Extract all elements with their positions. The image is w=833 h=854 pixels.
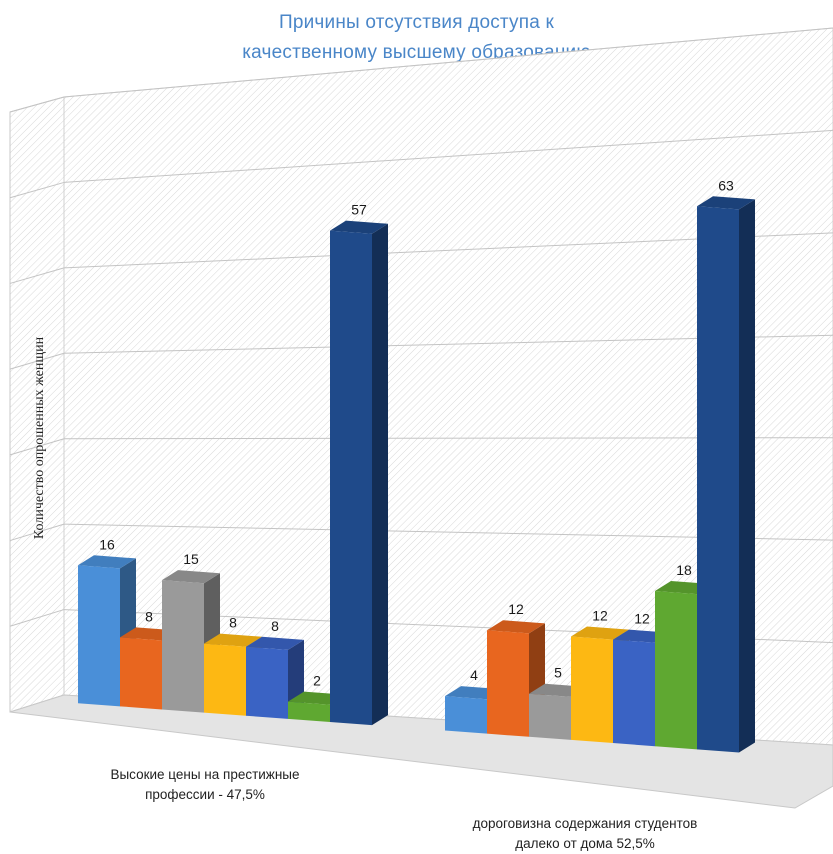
bar-1-5 [246, 646, 288, 719]
bar-1-7-top [330, 220, 388, 234]
data-label: 63 [718, 177, 734, 193]
bar-2-7-top [697, 196, 755, 210]
bar-2-3 [529, 693, 571, 740]
category-label-1-line-2: профессии - 47,5% [145, 787, 265, 802]
bar-2-2 [487, 630, 529, 737]
gridline [63, 27, 833, 98]
gridline [9, 609, 65, 627]
category-label-1-line-1: Высокие цены на престижные [110, 767, 300, 782]
gridline [9, 523, 65, 542]
bar-1-5-top [246, 636, 304, 650]
gridline [9, 438, 65, 456]
data-label: 12 [592, 607, 608, 623]
data-label: 15 [183, 551, 199, 567]
chart-title-line-1: Причины отсутствия доступа к [279, 12, 554, 33]
bar-2-4 [571, 636, 613, 744]
category-label-2-line-1: дороговизна содержания студентов [472, 816, 698, 831]
data-label: 8 [271, 618, 279, 634]
bar-1-4-top [204, 633, 262, 647]
bar-1-1 [78, 565, 120, 707]
bar-1-3-top [162, 570, 220, 584]
bar-1-4 [204, 643, 246, 716]
bar-2-7 [697, 206, 739, 753]
category-label-2-line-2: далеко от дома 52,5% [515, 836, 655, 851]
bar-1-6 [288, 701, 330, 722]
y-axis-label: Количество опрошенных женщин [32, 336, 47, 540]
bar-2-2-top [487, 620, 545, 634]
gridline [9, 181, 65, 199]
gridline [9, 352, 65, 370]
bar-2-7-side [739, 199, 755, 753]
data-label: 8 [229, 615, 237, 631]
data-label: 12 [634, 611, 650, 627]
category-label-2: дороговизна содержания студентов далеко … [420, 814, 750, 854]
data-label: 4 [470, 667, 478, 683]
gridline [9, 96, 65, 113]
data-label: 12 [508, 601, 524, 617]
data-label: 57 [351, 202, 367, 218]
bar-1-7-side [372, 223, 388, 726]
bar-2-5 [613, 639, 655, 747]
data-label: 2 [313, 673, 321, 689]
bar-2-1 [445, 696, 487, 734]
data-label: 18 [676, 562, 692, 578]
bar-1-3 [162, 580, 204, 713]
bar-1-7 [330, 230, 372, 726]
data-label: 5 [554, 665, 562, 681]
data-label: 16 [99, 536, 115, 552]
gridline [9, 267, 65, 284]
bar-1-1-top [78, 555, 136, 569]
category-label-1: Высокие цены на престижные профессии - 4… [55, 765, 355, 805]
gridline [63, 129, 833, 183]
bar-2-4-top [571, 626, 629, 640]
data-label: 8 [145, 608, 153, 624]
bar-2-6 [655, 591, 697, 750]
bar-1-2 [120, 637, 162, 710]
